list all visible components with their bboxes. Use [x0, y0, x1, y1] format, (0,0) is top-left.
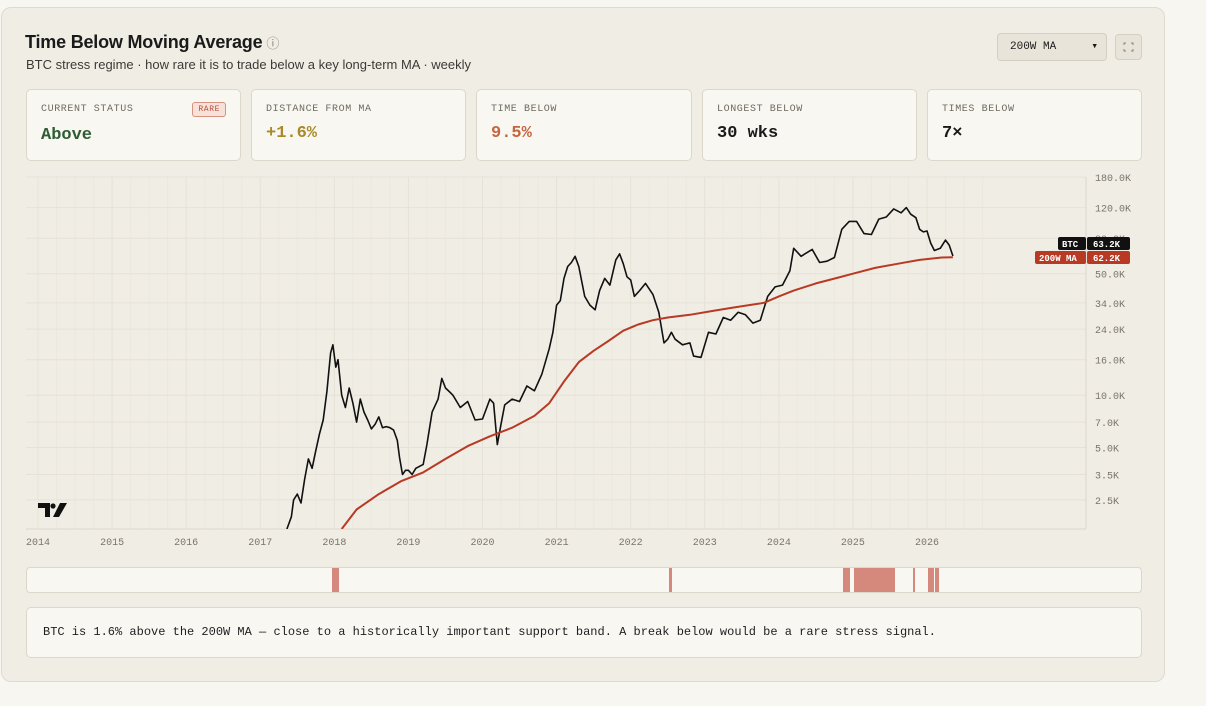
stat-distance-from-ma: DISTANCE FROM MA +1.6% [251, 89, 466, 161]
y-tick-label: 34.0K [1095, 300, 1125, 311]
page-title: Time Below Moving Average ⓘ [25, 32, 280, 52]
stat-label: TIMES BELOW [942, 104, 1015, 115]
ma-select-value: 200W MA [1010, 41, 1057, 53]
series-tag-name: BTC [1062, 240, 1079, 250]
below-ma-segment [935, 568, 940, 592]
y-tick-label: 120.0K [1095, 205, 1131, 216]
x-tick-label: 2016 [174, 538, 198, 549]
series-tag-name-bg [1058, 237, 1086, 250]
tradingview-logo-icon [38, 503, 67, 517]
rare-badge: RARE [192, 102, 226, 117]
ma-period-select[interactable]: 200W MA ▾ [997, 33, 1107, 61]
stat-value: Above [41, 126, 93, 145]
x-tick-label: 2022 [619, 538, 643, 549]
stat-value: 7× [942, 124, 963, 143]
stat-value: 9.5% [491, 124, 532, 143]
stat-longest-below: LONGEST BELOW 30 wks [702, 89, 917, 161]
y-tick-label: 180.0K [1095, 174, 1131, 185]
y-tick-label: 16.0K [1095, 357, 1125, 368]
stat-label: CURRENT STATUS [41, 104, 134, 115]
price-chart[interactable]: 2014 2015 2016 2017 2018 2019 2020 2021 2022 2023… [0, 0, 1206, 560]
series-tag-value-bg [1087, 237, 1130, 250]
y-tick-label: 2.5K [1095, 497, 1119, 508]
y-tick-label: 24.0K [1095, 326, 1125, 337]
stat-label: LONGEST BELOW [717, 104, 803, 115]
below-ma-segment [668, 568, 673, 592]
y-tick-label: 50.0K [1095, 271, 1125, 282]
info-icon[interactable]: ⓘ [266, 36, 280, 51]
x-tick-label: 2020 [471, 538, 495, 549]
status-note: BTC is 1.6% above the 200W MA — close to… [26, 607, 1142, 658]
below-ma-segment [913, 568, 916, 592]
x-tick-label: 2014 [26, 538, 50, 549]
stat-time-below: TIME BELOW 9.5% [476, 89, 692, 161]
y-tick-label: 7.0K [1095, 419, 1119, 430]
x-tick-label: 2021 [545, 538, 569, 549]
y-tick-label: 5.0K [1095, 445, 1119, 456]
below-ma-segment [842, 568, 851, 592]
below-ma-segment [331, 568, 340, 592]
x-tick-label: 2019 [396, 538, 420, 549]
x-tick-label: 2026 [915, 538, 939, 549]
stat-value: +1.6% [266, 124, 318, 143]
stat-times-below: TIMES BELOW 7× [927, 89, 1142, 161]
series-tag-name-bg [1035, 251, 1086, 264]
stat-label: DISTANCE FROM MA [266, 104, 372, 115]
series-tag-name: 200W MA [1039, 254, 1077, 264]
x-tick-label: 2024 [767, 538, 791, 549]
y-tick-label: 10.0K [1095, 392, 1125, 403]
series-tag-value-bg [1087, 251, 1130, 264]
tradingview-logo-dot [50, 503, 56, 509]
series-tag-value: 63.2K [1093, 240, 1121, 250]
expand-button[interactable] [1115, 34, 1142, 60]
expand-icon [1123, 42, 1134, 52]
stat-current-status: CURRENT STATUS RARE Above [26, 89, 241, 161]
below-ma-segment [928, 568, 934, 592]
stat-label: TIME BELOW [491, 104, 558, 115]
regime-timeline-bar [26, 567, 1142, 593]
series-line-200w-ma [340, 256, 953, 529]
y-tick-label: 3.5K [1095, 471, 1119, 482]
x-tick-label: 2017 [248, 538, 272, 549]
x-tick-label: 2018 [322, 538, 346, 549]
below-ma-segment [853, 568, 895, 592]
series-line-btc [286, 206, 954, 529]
x-tick-label: 2023 [693, 538, 717, 549]
x-tick-label: 2015 [100, 538, 124, 549]
series-tag-value: 62.2K [1093, 254, 1121, 264]
page-subtitle: BTC stress regime · how rare it is to tr… [26, 57, 472, 72]
stat-value: 30 wks [717, 124, 779, 143]
chevron-down-icon: ▾ [1091, 41, 1098, 53]
x-tick-label: 2025 [841, 538, 865, 549]
